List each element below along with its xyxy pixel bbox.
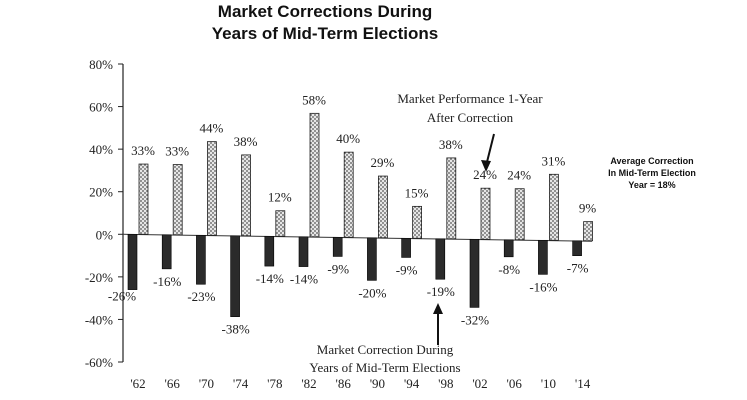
x-tick-label: '66 <box>165 376 181 391</box>
correction-bar <box>503 239 514 258</box>
x-tick-label: '02 <box>472 376 487 391</box>
correction-data-label: -19% <box>427 284 455 299</box>
correction-data-label: -14% <box>256 271 284 286</box>
bars-layer <box>127 112 593 317</box>
correction-data-label: -38% <box>222 322 250 337</box>
annotation-top-line-1: Market Performance 1-Year <box>397 91 543 106</box>
annotation-bottom-line-2: Years of Mid-Term Elections <box>309 360 460 375</box>
performance-data-label: 40% <box>336 131 360 146</box>
performance-data-label: 38% <box>234 134 258 149</box>
x-tick-label: '98 <box>438 376 453 391</box>
performance-bar <box>412 205 423 239</box>
y-tick-label: -60% <box>85 355 113 370</box>
performance-bar <box>583 221 593 242</box>
correction-bar <box>538 239 548 275</box>
y-tick-label: -20% <box>85 270 113 285</box>
x-tick-label: '62 <box>130 376 145 391</box>
correction-data-label: -7% <box>567 261 589 276</box>
x-tick-label: '82 <box>301 376 316 391</box>
correction-data-label: -23% <box>187 289 215 304</box>
performance-bar <box>377 175 388 239</box>
x-tick-label: '10 <box>541 376 556 391</box>
correction-data-label: -8% <box>498 262 520 277</box>
y-tick-label: 20% <box>89 185 113 200</box>
performance-bar <box>241 154 252 237</box>
performance-data-label: 12% <box>268 190 292 205</box>
correction-bar <box>161 234 172 270</box>
performance-bar <box>514 188 525 241</box>
performance-data-label: 44% <box>199 121 223 136</box>
side-note-line-1: Average Correction <box>610 156 693 166</box>
performance-data-label: 58% <box>302 92 326 107</box>
performance-bar <box>172 164 183 236</box>
correction-bar <box>332 236 343 257</box>
x-tick-label: '70 <box>199 376 214 391</box>
correction-bar <box>230 235 240 317</box>
performance-bar <box>549 173 559 241</box>
y-tick-label: 40% <box>89 142 113 157</box>
chart-title-line-2: Years of Mid-Term Elections <box>212 24 438 43</box>
performance-data-label: 15% <box>405 185 429 200</box>
y-tick-label: 80% <box>89 57 113 72</box>
x-tick-label: '74 <box>233 376 249 391</box>
performance-bar <box>138 163 149 235</box>
performance-bar <box>275 210 286 237</box>
labels-layer: '62 33% -26% '66 33% -16% '70 44% -23% '74 38% -38%… <box>108 92 597 391</box>
correction-bar <box>401 237 411 258</box>
x-tick-label: '14 <box>575 376 591 391</box>
x-tick-label: '06 <box>507 376 523 391</box>
performance-bar <box>446 157 457 240</box>
x-tick-label: '78 <box>267 376 282 391</box>
correction-bar <box>196 234 206 285</box>
correction-data-label: -9% <box>396 262 418 277</box>
performance-data-label: 24% <box>507 168 531 183</box>
performance-bar <box>309 112 320 238</box>
performance-bar <box>480 187 491 240</box>
correction-bar <box>469 238 480 308</box>
correction-data-label: -16% <box>529 279 557 294</box>
x-tick-label: '90 <box>370 376 385 391</box>
performance-data-label: 24% <box>473 167 497 182</box>
performance-bar <box>343 151 354 238</box>
y-tick-label: 0% <box>96 227 114 242</box>
y-tick-label: 60% <box>89 100 113 115</box>
y-tick-label: -40% <box>85 312 113 327</box>
performance-data-label: 38% <box>439 137 463 152</box>
correction-bar <box>367 237 377 281</box>
performance-data-label: 29% <box>370 155 394 170</box>
correction-data-label: -20% <box>358 285 386 300</box>
correction-bar <box>298 236 309 267</box>
x-tick-label: '94 <box>404 376 420 391</box>
annotation-top-arrowhead <box>481 160 491 172</box>
correction-data-label: -32% <box>461 312 489 327</box>
correction-bar <box>127 233 138 290</box>
annotation-bottom-line-1: Market Correction During <box>317 342 454 357</box>
performance-bar <box>206 141 217 236</box>
correction-bar <box>264 235 275 267</box>
chart-title-line-1: Market Corrections During <box>218 2 432 21</box>
correction-bar <box>572 240 582 256</box>
correction-data-label: -9% <box>327 261 349 276</box>
x-tick-label: '86 <box>336 376 352 391</box>
side-note-line-2: In Mid-Term Election <box>608 168 696 178</box>
performance-data-label: 33% <box>165 144 189 159</box>
annotation-bottom-arrowhead <box>433 303 443 314</box>
performance-data-label: 33% <box>131 143 155 158</box>
correction-data-label: -26% <box>108 289 136 304</box>
side-note-line-3: Year = 18% <box>628 180 675 190</box>
correction-bar <box>435 238 446 280</box>
performance-data-label: 9% <box>579 201 597 216</box>
correction-data-label: -14% <box>290 272 318 287</box>
correction-data-label: -16% <box>153 274 181 289</box>
annotation-top-line-2: After Correction <box>427 110 514 125</box>
performance-data-label: 31% <box>541 153 565 168</box>
